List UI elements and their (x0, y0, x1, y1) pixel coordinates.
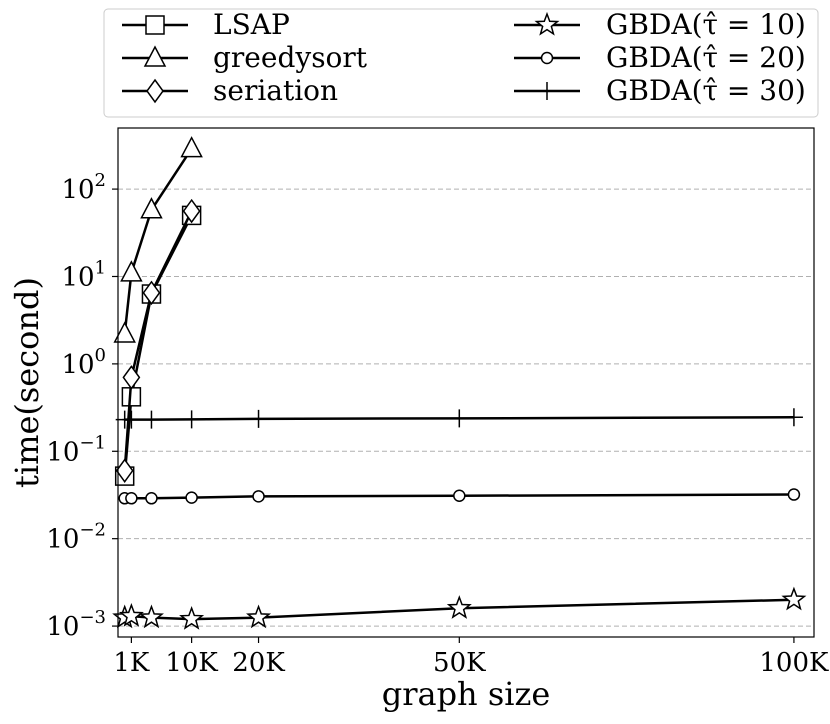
data-point-plus (122, 410, 141, 429)
legend-label: greedysort (213, 41, 368, 74)
series-star (112, 586, 807, 630)
data-point-diamond (115, 458, 134, 483)
legend-entry: seriation (122, 74, 338, 107)
legend-entry: LSAP (122, 8, 290, 41)
data-point-diamond (142, 280, 161, 306)
data-point-plus (249, 409, 268, 428)
legend-entry: greedysort (122, 41, 368, 74)
y-tick-label: 10−2 (46, 520, 106, 555)
data-point-plus (450, 409, 469, 428)
data-point-circle (453, 489, 466, 502)
x-tick-label: 20K (232, 648, 285, 678)
y-tick-label: 102 (61, 170, 106, 205)
legend-marker-star (534, 11, 560, 36)
data-point-star (179, 606, 205, 630)
data-point-triangle (113, 321, 136, 343)
data-point-plus (142, 410, 161, 429)
legend-marker-plus (538, 82, 556, 100)
y-tick-label: 101 (61, 257, 106, 292)
data-point-circle (145, 492, 158, 505)
y-axis-label: time(second) (8, 277, 46, 488)
data-point-star (781, 586, 807, 611)
grid (118, 188, 814, 627)
legend-label: LSAP (213, 8, 290, 41)
data-point-circle (787, 488, 801, 501)
data-point-circle (125, 492, 138, 505)
series-layer (112, 136, 807, 630)
x-tick-label: 50K (433, 648, 486, 678)
x-tick-label: 100K (759, 648, 829, 678)
series-square (114, 205, 202, 486)
plot-area: 1K 10K 20K 50K 100K 10−3 10−2 10−1 100 101 102 (46, 127, 829, 678)
x-axis-label: graph size (382, 675, 551, 713)
legend-label: GBDA(τ̂ = 20) (606, 41, 806, 74)
y-tick-label: 100 (61, 345, 106, 380)
series-line (123, 147, 193, 335)
legend-box (103, 8, 819, 118)
data-point-triangle (120, 260, 143, 282)
data-point-diamond (122, 365, 141, 390)
series-line (123, 214, 193, 477)
y-axis: 10−3 10−2 10−1 100 101 102 (46, 170, 118, 642)
data-point-star (246, 604, 272, 629)
y-tick-label: 10−3 (46, 607, 106, 642)
series-circle (118, 488, 801, 505)
legend-entry: GBDA(τ̂ = 30) (514, 74, 806, 107)
x-tick-label: 10K (165, 648, 218, 678)
legend-label: GBDA(τ̂ = 30) (606, 74, 806, 107)
x-tick-label: 1K (113, 648, 150, 678)
legend-label: seriation (213, 74, 338, 107)
legend-marker-triangle (143, 45, 167, 67)
x-axis: 1K 10K 20K 50K 100K (113, 637, 829, 678)
data-point-star (446, 595, 472, 619)
data-point-plus (784, 408, 803, 427)
data-point-triangle (140, 197, 163, 219)
data-point-star (118, 602, 144, 627)
series-diamond (115, 198, 201, 483)
legend-marker-square (145, 15, 165, 35)
y-tick-label: 10−1 (46, 432, 106, 467)
series-triangle (113, 136, 203, 343)
legend-entry: GBDA(τ̂ = 20) (514, 41, 806, 74)
series-line (123, 210, 193, 471)
legend-marker-diamond (146, 78, 164, 104)
legend-label: GBDA(τ̂ = 10) (606, 8, 806, 41)
legend-marker-circle (540, 51, 554, 65)
plot-frame (117, 127, 815, 638)
series-plus (115, 408, 803, 429)
data-point-triangle (180, 136, 203, 158)
data-point-diamond (182, 198, 201, 224)
data-point-star (138, 604, 164, 629)
data-point-circle (185, 491, 198, 504)
legend-entry: GBDA(τ̂ = 10) (514, 8, 806, 41)
data-point-circle (252, 490, 265, 503)
data-point-plus (182, 410, 201, 429)
